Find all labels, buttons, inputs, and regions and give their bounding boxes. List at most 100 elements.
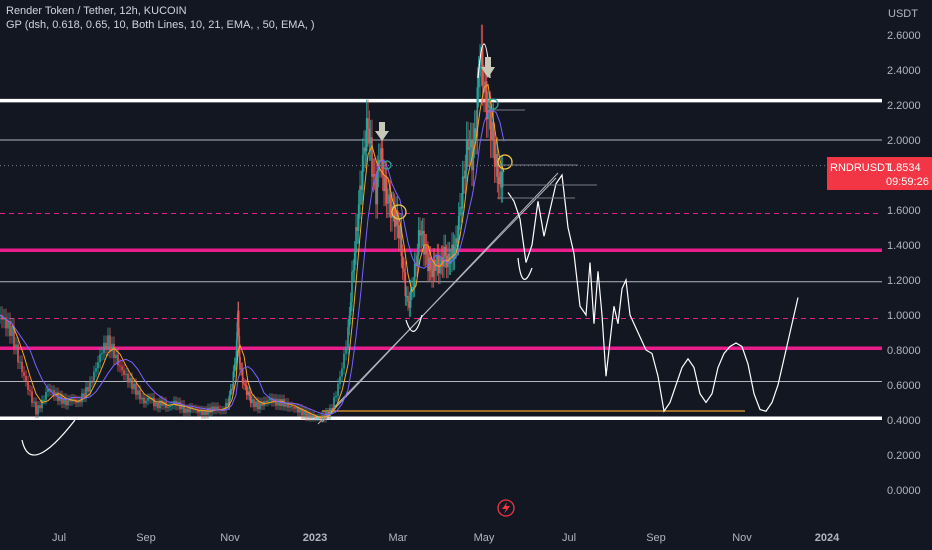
candle-body bbox=[232, 371, 235, 390]
candle-body bbox=[197, 409, 199, 413]
candle-body bbox=[381, 148, 384, 176]
candle-body bbox=[325, 411, 327, 420]
candle-body bbox=[63, 398, 65, 404]
last-price-symbol: RNDRUSDT bbox=[830, 162, 892, 174]
trendline-lower[interactable] bbox=[317, 177, 557, 425]
candle-body bbox=[103, 342, 105, 354]
candle-body bbox=[392, 205, 395, 208]
horizontal-levels bbox=[0, 98, 882, 420]
candle-body bbox=[123, 370, 125, 375]
candle-body bbox=[371, 137, 373, 177]
candles bbox=[0, 24, 505, 423]
projection-drawing bbox=[507, 173, 799, 413]
candle-body bbox=[457, 215, 460, 244]
candle-body bbox=[501, 171, 504, 188]
candle-body bbox=[452, 244, 455, 259]
lightning-icon[interactable] bbox=[497, 499, 515, 517]
price-tick-label: 1.4000 bbox=[887, 240, 921, 252]
candle-body bbox=[248, 391, 251, 396]
candle-body bbox=[91, 381, 93, 383]
candle-body bbox=[347, 327, 349, 348]
candle-body bbox=[367, 118, 369, 129]
candle-body bbox=[228, 395, 231, 406]
chart-legend: Render Token / Tether, 12h, KUCOIN GP (d… bbox=[6, 4, 315, 32]
candle-body bbox=[424, 246, 427, 255]
candle-body bbox=[279, 399, 281, 406]
time-tick-label: Sep bbox=[136, 532, 156, 544]
candle-body bbox=[353, 252, 356, 271]
time-tick-label: Nov bbox=[220, 532, 240, 544]
candle-body bbox=[467, 139, 469, 150]
candle-body bbox=[15, 344, 17, 348]
candle-body bbox=[83, 393, 85, 398]
candle-body bbox=[89, 381, 91, 392]
candle-body bbox=[17, 344, 19, 363]
candle-body bbox=[411, 287, 413, 290]
candle-body bbox=[437, 255, 440, 274]
candle-body bbox=[491, 121, 493, 141]
candle-body bbox=[217, 406, 219, 410]
candle-body bbox=[223, 409, 225, 411]
candle-body bbox=[39, 405, 41, 409]
candle-body bbox=[159, 400, 161, 409]
candle-body bbox=[167, 406, 169, 408]
candle-body bbox=[285, 402, 287, 407]
candle-body bbox=[343, 353, 345, 369]
candle-body bbox=[139, 390, 141, 400]
candle-body bbox=[13, 326, 15, 348]
candle-body bbox=[41, 399, 43, 409]
candle-body bbox=[231, 388, 233, 390]
candle-body bbox=[259, 402, 261, 410]
candle-body bbox=[349, 301, 352, 316]
candle-body bbox=[413, 263, 416, 287]
candle-body bbox=[317, 417, 319, 419]
candle-body bbox=[97, 362, 99, 369]
candle-body bbox=[397, 224, 400, 239]
candle-body bbox=[213, 406, 215, 411]
candle-body bbox=[261, 402, 263, 406]
curve-march-low bbox=[405, 314, 423, 332]
annotations bbox=[21, 43, 597, 456]
trendlines bbox=[317, 172, 745, 425]
moving-average-line bbox=[0, 83, 505, 418]
candle-body bbox=[205, 410, 207, 415]
candle-body bbox=[67, 399, 69, 406]
candle-body bbox=[1, 315, 3, 320]
candle-body bbox=[408, 301, 411, 308]
candle-body bbox=[419, 230, 421, 236]
candle-body bbox=[244, 384, 247, 386]
price-tick-label: 0.4000 bbox=[887, 415, 921, 427]
time-tick-label: 2023 bbox=[303, 532, 327, 544]
candle-body bbox=[115, 354, 117, 359]
candle-body bbox=[265, 400, 267, 402]
candle-body bbox=[21, 361, 23, 372]
candle-body bbox=[169, 406, 171, 408]
candle-body bbox=[147, 398, 149, 401]
candle-body bbox=[396, 210, 399, 225]
candle-body bbox=[351, 271, 353, 302]
candle-body bbox=[384, 177, 387, 192]
candle-body bbox=[359, 185, 361, 205]
candle-body bbox=[473, 128, 476, 141]
projection-path[interactable] bbox=[507, 173, 799, 413]
moving-average-line bbox=[0, 110, 505, 416]
candle-body bbox=[95, 368, 97, 372]
candle-body bbox=[356, 227, 359, 231]
candle-body bbox=[229, 388, 232, 396]
candle-body bbox=[443, 246, 445, 267]
candle-body bbox=[157, 402, 159, 409]
candle-body bbox=[127, 373, 129, 383]
price-tick-label: 0.6000 bbox=[887, 380, 921, 392]
candle-body bbox=[61, 395, 63, 404]
candle-body bbox=[145, 400, 147, 404]
price-tick-label: 2.0000 bbox=[887, 135, 921, 147]
candle-body bbox=[319, 417, 321, 420]
candle-body bbox=[471, 140, 473, 171]
candle-body bbox=[439, 263, 441, 274]
candle-body bbox=[405, 295, 408, 297]
arrow-down-icon-feb bbox=[375, 122, 389, 141]
candle-body bbox=[463, 176, 465, 179]
candle-body bbox=[247, 391, 249, 396]
time-tick-label: Nov bbox=[732, 532, 752, 544]
